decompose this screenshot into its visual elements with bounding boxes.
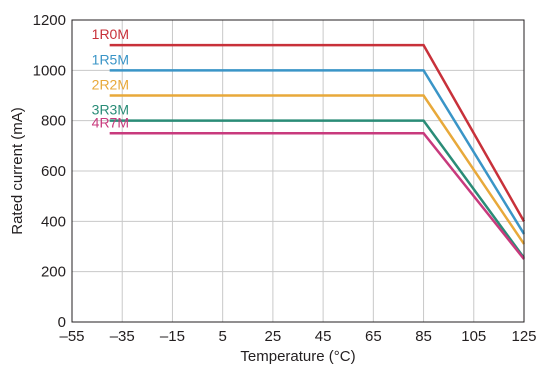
series-label-1r5m: 1R5M [92,51,129,67]
y-axis-ticks: 0 200 400 600 800 1000 1200 [33,12,66,331]
x-axis-ticks: –55 –35 –15 5 25 45 65 85 105 125 [59,328,536,345]
x-tick-label: 85 [415,328,432,345]
x-tick-label: –35 [110,328,135,345]
series-label-4r7m: 4R7M [92,114,129,130]
series-line-1r5m [109,69,526,235]
y-tick-label: 1200 [33,12,66,29]
series-lines [109,43,526,260]
plot-frame [71,19,525,323]
series-line-1r0m [109,43,526,222]
series-label-2r2m: 2R2M [92,77,129,93]
y-tick-label: 800 [41,113,66,130]
x-tick-label: 105 [461,328,486,345]
y-tick-label: 400 [41,213,66,230]
series-label-1r0m: 1R0M [92,26,129,42]
y-axis-title: Rated current (mA) [9,107,26,235]
series-line-3r3m [109,119,526,259]
x-tick-label: 45 [315,328,332,345]
x-tick-label: 65 [365,328,382,345]
grid [72,20,524,322]
x-tick-label: –15 [160,328,185,345]
x-axis-title: Temperature (°C) [240,348,355,365]
x-tick-label: 125 [511,328,536,345]
y-tick-label: 0 [58,314,66,331]
y-tick-label: 1000 [33,62,66,79]
x-tick-label: –55 [59,328,84,345]
y-tick-label: 200 [41,264,66,281]
y-tick-label: 600 [41,163,66,180]
x-tick-label: 5 [218,328,226,345]
series-line-2r2m [109,94,526,245]
series-label-3r3m: 3R3M [92,102,129,118]
series-line-4r7m [109,132,525,260]
x-tick-label: 25 [265,328,282,345]
